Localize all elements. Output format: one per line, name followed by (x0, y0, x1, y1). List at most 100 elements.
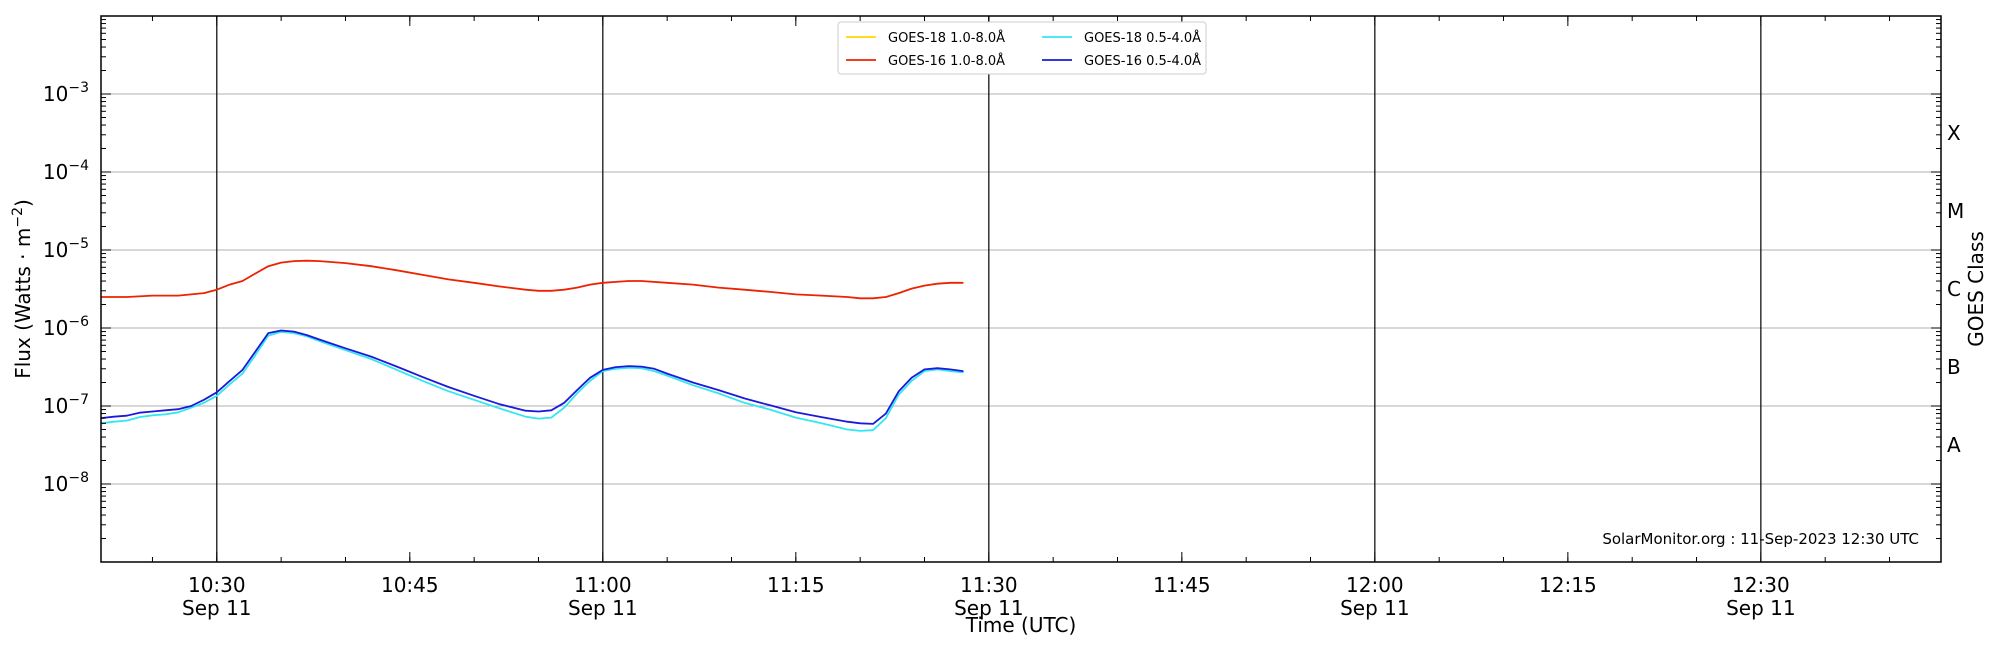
series-3-point (872, 423, 874, 425)
series-3-point (396, 366, 398, 368)
series-1-point (640, 280, 643, 282)
series-1-point (911, 288, 913, 290)
series-2-point (190, 407, 192, 409)
series-3-point (911, 377, 913, 379)
goes-class-label: C (1947, 277, 1961, 301)
series-2-point (550, 417, 552, 419)
x-tick-date-label: Sep 11 (1340, 596, 1410, 620)
series-3-point (525, 410, 527, 412)
series-2-point (743, 402, 746, 404)
series-3-point (306, 334, 308, 336)
series-1-point (821, 295, 823, 297)
y-tick-label: 10−8 (43, 470, 89, 496)
goes-class-axis-label: GOES Class (1964, 231, 1988, 347)
x-tick-date-label: Sep 11 (568, 596, 638, 620)
series-1-point (692, 284, 694, 286)
y-tick-exponent: −3 (68, 80, 89, 96)
series-2-point (769, 409, 771, 411)
series-2-point (859, 430, 861, 432)
series-3-point (164, 409, 166, 411)
series-1-point (859, 297, 861, 299)
series-2-point (280, 331, 282, 333)
series-2-point (949, 370, 951, 372)
legend-box (837, 21, 1207, 75)
series-3-point (885, 413, 887, 415)
series-3-point (666, 373, 668, 375)
series-1-point (267, 265, 269, 267)
x-tick-label: 12:30 (1732, 573, 1790, 597)
series-2-point (396, 369, 398, 371)
series-2-point (537, 418, 540, 420)
series-3-point (370, 356, 372, 358)
series-2-point (576, 392, 578, 394)
series-2-point (795, 417, 797, 419)
y-axis-label-exponent: −2 (10, 207, 26, 228)
series-3-point (139, 412, 141, 414)
series-1-point (576, 287, 578, 289)
series-1-point (872, 297, 874, 299)
goes-class-label: X (1947, 121, 1961, 145)
series-3-point (267, 332, 269, 334)
series-2-point (319, 340, 321, 342)
series-3-point (447, 386, 449, 388)
series-3-point (576, 389, 578, 391)
series-1-point (216, 289, 218, 291)
series-3-point (190, 405, 192, 407)
y-tick-label: 10−5 (43, 236, 89, 262)
x-tick-label: 10:30 (188, 573, 246, 597)
series-2-point (164, 413, 166, 415)
series-2-point (177, 411, 179, 413)
series-1-point (602, 282, 604, 284)
series-2-point (911, 380, 913, 382)
y-tick-base: 10 (43, 238, 68, 262)
series-3-point (615, 366, 617, 368)
series-2-point (666, 375, 668, 377)
series-1-point (280, 262, 282, 264)
x-tick-label: 11:00 (574, 573, 632, 597)
series-1-point (370, 265, 372, 267)
series-2-point (692, 384, 694, 386)
series-2-point (653, 370, 655, 372)
legend-label: GOES-18 0.5-4.0Å (1084, 30, 1201, 46)
x-tick-date-label: Sep 11 (182, 596, 252, 620)
series-2-point (139, 416, 141, 418)
series-2-point (229, 383, 231, 385)
series-1-point (718, 287, 720, 289)
series-3-point (203, 399, 205, 401)
legend-label: GOES-18 1.0-8.0Å (888, 30, 1005, 46)
series-3-point (537, 410, 540, 413)
series-1-point (923, 285, 926, 287)
series-layer (100, 259, 964, 432)
series-2-point (525, 416, 527, 418)
plot-frame (100, 15, 1942, 563)
series-3-point (859, 422, 861, 424)
x-tick-date-label: Sep 11 (954, 596, 1024, 620)
source-watermark: SolarMonitor.org : 11-Sep-2023 12:30 UTC (1602, 530, 1919, 548)
series-1-point (898, 292, 900, 294)
series-2-point (126, 420, 128, 422)
series-3-point (344, 347, 347, 349)
series-1-point (537, 290, 540, 292)
series-1-point (473, 282, 475, 284)
series-3-point (229, 380, 231, 382)
series-3-point (795, 411, 797, 413)
series-2-point (563, 407, 565, 409)
series-3-point (473, 395, 475, 397)
y-axis-label-main: Flux (Watts · m (11, 228, 35, 379)
series-3-point (640, 366, 643, 368)
series-3-point (563, 402, 565, 404)
series-1-point (499, 285, 501, 288)
series-3-point (936, 367, 939, 369)
y-tick-label: 10−3 (43, 80, 89, 106)
series-3-point (718, 389, 720, 391)
series-1-point (447, 278, 449, 280)
y-tick-exponent: −7 (68, 392, 89, 408)
series-1-point (615, 281, 617, 283)
series-1-point (589, 284, 591, 286)
series-3-point (846, 421, 848, 423)
series-1-point (936, 283, 939, 285)
y-tick-label: 10−6 (43, 314, 89, 340)
series-1-point (177, 295, 179, 297)
y-axis-label-close: ) (11, 199, 35, 207)
